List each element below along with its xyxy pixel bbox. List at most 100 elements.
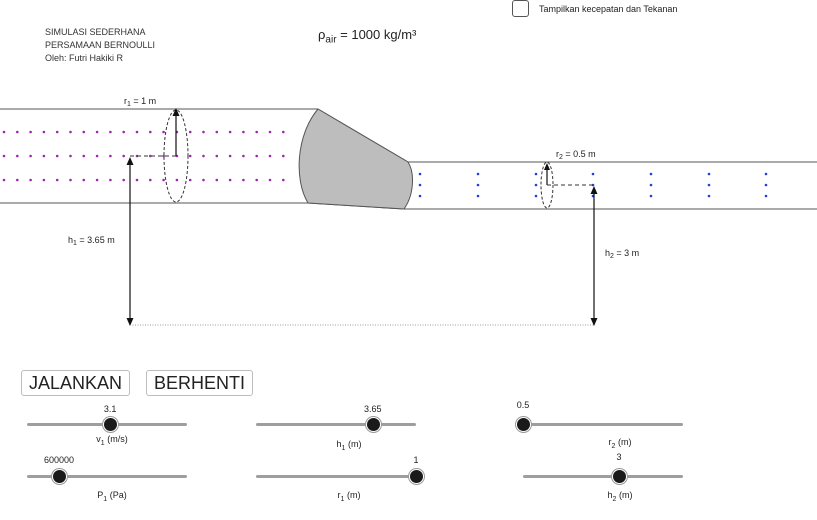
slider-value: 3.65 bbox=[364, 404, 382, 414]
slider-track[interactable] bbox=[27, 475, 187, 478]
particle bbox=[202, 130, 205, 134]
particle bbox=[2, 154, 6, 158]
particle bbox=[55, 178, 59, 182]
particle bbox=[591, 172, 595, 176]
particle bbox=[215, 178, 219, 182]
particle bbox=[135, 178, 139, 182]
particle bbox=[149, 178, 152, 182]
particle bbox=[242, 154, 245, 158]
r2-arrow-head bbox=[544, 163, 550, 170]
particle bbox=[707, 172, 711, 176]
checkbox-label: Tampilkan kecepatan dan Tekanan bbox=[539, 3, 678, 14]
particle bbox=[476, 194, 480, 198]
slider-knob[interactable] bbox=[52, 469, 67, 484]
h2-arrow-head-bottom bbox=[590, 318, 598, 326]
particle bbox=[649, 183, 653, 187]
particle bbox=[162, 178, 165, 182]
particle bbox=[534, 172, 538, 176]
particle bbox=[242, 130, 245, 134]
particle bbox=[255, 130, 258, 134]
particle bbox=[42, 154, 46, 158]
particle bbox=[228, 154, 232, 158]
particle bbox=[55, 154, 59, 158]
h1-label: h1 = 3.65 m bbox=[68, 235, 115, 247]
particle bbox=[15, 130, 19, 134]
slider-label: r1 (m) bbox=[337, 490, 361, 503]
show-velocity-pressure-toggle[interactable]: Tampilkan kecepatan dan Tekanan bbox=[512, 0, 677, 17]
particles-wide-pipe bbox=[2, 130, 285, 182]
particle bbox=[95, 178, 99, 182]
slider-value: 3 bbox=[616, 452, 622, 462]
particle bbox=[268, 130, 272, 134]
slider-knob[interactable] bbox=[103, 417, 119, 432]
particle bbox=[2, 178, 6, 182]
stop-button[interactable]: BERHENTI bbox=[146, 370, 254, 396]
slider-label: h1 (m) bbox=[336, 439, 362, 452]
particle bbox=[764, 172, 768, 176]
particle bbox=[82, 178, 86, 182]
pipe-diagram: r1 = 1 m r2 = 0.5 m h1 = 3.65 m h2 = 3 m bbox=[0, 96, 817, 326]
particle bbox=[476, 172, 480, 176]
particle bbox=[202, 154, 205, 158]
particle bbox=[534, 194, 538, 198]
slider-knob[interactable] bbox=[365, 417, 381, 432]
slider-knob[interactable] bbox=[612, 469, 627, 484]
particle bbox=[282, 178, 285, 182]
particle bbox=[175, 178, 179, 182]
slider-track[interactable] bbox=[256, 423, 416, 426]
particle bbox=[42, 130, 46, 134]
credits-line-1: SIMULASI SEDERHANA bbox=[45, 27, 146, 37]
rho-subscript: air bbox=[325, 34, 337, 46]
credits-line-2: PERSAMAAN BERNOULLI bbox=[45, 40, 156, 50]
particle bbox=[162, 130, 165, 134]
checkbox[interactable] bbox=[512, 0, 529, 17]
water-density-label: ρair = 1000 kg/m³ bbox=[318, 27, 416, 46]
slider-knob[interactable] bbox=[516, 417, 531, 432]
particle bbox=[82, 154, 86, 158]
particle bbox=[649, 172, 653, 176]
slider-track[interactable] bbox=[256, 475, 416, 478]
particle bbox=[122, 130, 125, 134]
slider-track[interactable] bbox=[523, 423, 683, 426]
particle bbox=[69, 178, 72, 182]
h2-label: h2 = 3 m bbox=[605, 248, 639, 260]
particle bbox=[69, 130, 72, 134]
particle bbox=[649, 194, 653, 198]
run-button[interactable]: JALANKAN bbox=[21, 370, 131, 396]
particle bbox=[149, 154, 152, 158]
particle bbox=[215, 130, 219, 134]
particle bbox=[122, 178, 125, 182]
funnel-shape bbox=[298, 108, 413, 210]
slider-track[interactable] bbox=[523, 475, 683, 478]
rho-value: = 1000 kg/m³ bbox=[336, 27, 417, 42]
particle bbox=[707, 194, 711, 198]
particle bbox=[135, 130, 139, 134]
slider-knob[interactable] bbox=[409, 469, 424, 484]
h2-arrow-head-top bbox=[590, 186, 598, 194]
particle bbox=[268, 178, 272, 182]
slider-label: v1 (m/s) bbox=[96, 434, 128, 447]
particle bbox=[282, 154, 285, 158]
particle bbox=[255, 178, 258, 182]
particle bbox=[215, 154, 219, 158]
particle bbox=[418, 194, 422, 198]
slider-value: 600000 bbox=[43, 455, 75, 465]
particle bbox=[228, 178, 232, 182]
particle bbox=[29, 130, 32, 134]
particle bbox=[188, 178, 192, 182]
particle bbox=[268, 154, 272, 158]
h1-arrow-head-top bbox=[126, 157, 134, 165]
particle bbox=[707, 183, 711, 187]
particle bbox=[149, 130, 152, 134]
particle bbox=[29, 178, 32, 182]
particle bbox=[95, 154, 99, 158]
rho-symbol: ρ bbox=[318, 27, 326, 42]
slider-label: h2 (m) bbox=[607, 490, 633, 503]
particle bbox=[55, 130, 59, 134]
particle bbox=[418, 183, 422, 187]
slider-label: P1 (Pa) bbox=[97, 490, 127, 503]
h1-arrow-head-bottom bbox=[126, 318, 134, 326]
slider-value: 1 bbox=[413, 455, 419, 465]
particle bbox=[95, 130, 99, 134]
particle bbox=[764, 194, 768, 198]
